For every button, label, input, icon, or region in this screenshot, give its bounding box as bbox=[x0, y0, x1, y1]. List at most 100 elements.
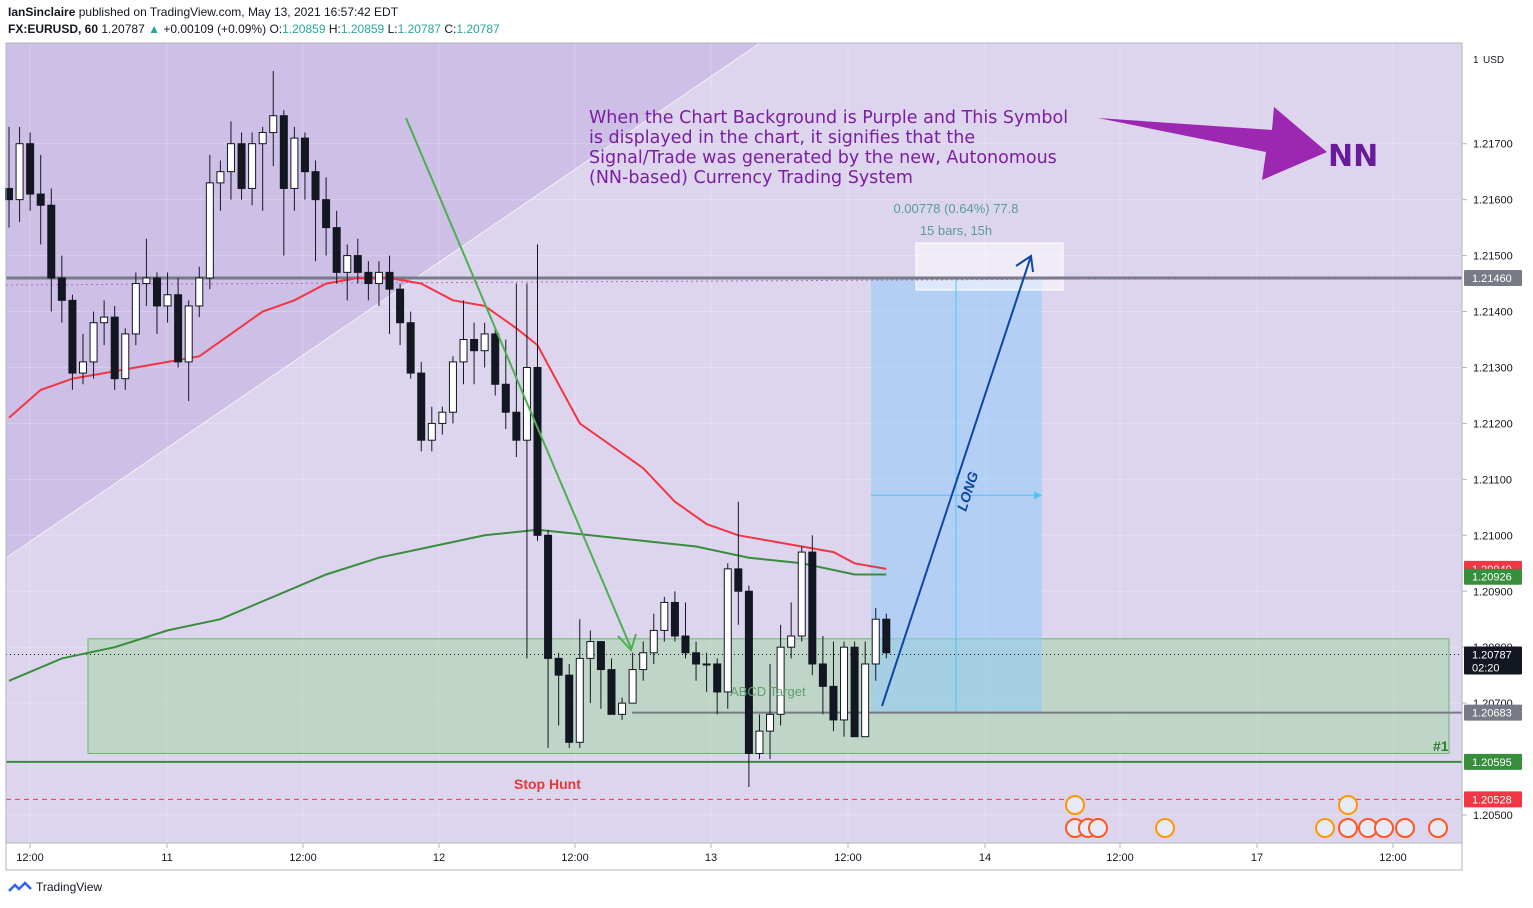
candle[interactable] bbox=[121, 328, 130, 390]
sma-green-line[interactable] bbox=[8, 528, 887, 682]
candle[interactable] bbox=[78, 333, 87, 385]
candle[interactable] bbox=[258, 126, 267, 211]
candle[interactable] bbox=[723, 563, 732, 709]
sma-red-line[interactable] bbox=[8, 277, 887, 570]
candle[interactable] bbox=[639, 641, 648, 681]
candle[interactable] bbox=[184, 300, 193, 402]
candle[interactable] bbox=[174, 277, 183, 368]
candle[interactable] bbox=[332, 210, 341, 284]
candle[interactable] bbox=[871, 608, 880, 681]
us-event-icon[interactable] bbox=[1374, 818, 1394, 838]
candle[interactable] bbox=[311, 160, 320, 262]
candle[interactable] bbox=[279, 110, 288, 256]
candle[interactable] bbox=[205, 154, 214, 290]
candle[interactable] bbox=[68, 294, 77, 390]
us-event-icon[interactable] bbox=[1088, 818, 1108, 838]
candle[interactable] bbox=[89, 311, 98, 379]
candle[interactable] bbox=[744, 585, 753, 788]
candle[interactable] bbox=[692, 641, 701, 681]
candle[interactable] bbox=[702, 652, 711, 692]
economic-events[interactable] bbox=[1065, 795, 1448, 838]
price-axis[interactable] bbox=[1462, 43, 1524, 870]
currency-label[interactable]: USD bbox=[1483, 55, 1504, 66]
candle[interactable] bbox=[787, 602, 796, 659]
candle[interactable] bbox=[364, 261, 373, 301]
candle[interactable] bbox=[554, 652, 563, 726]
candle[interactable] bbox=[491, 328, 500, 396]
candle[interactable] bbox=[681, 602, 690, 659]
candle[interactable] bbox=[882, 613, 891, 659]
candle[interactable] bbox=[512, 283, 521, 457]
candle[interactable] bbox=[766, 663, 775, 760]
candle[interactable] bbox=[300, 132, 309, 200]
candle[interactable] bbox=[480, 322, 489, 368]
green-down-trend-arrow[interactable] bbox=[405, 117, 632, 649]
candle[interactable] bbox=[776, 624, 785, 726]
us-event-icon[interactable] bbox=[1428, 818, 1448, 838]
author-name[interactable]: IanSinclaire bbox=[8, 5, 76, 19]
candle[interactable] bbox=[544, 529, 553, 748]
candle[interactable] bbox=[565, 663, 574, 748]
candle[interactable] bbox=[343, 244, 352, 301]
candle[interactable] bbox=[385, 255, 394, 334]
candle[interactable] bbox=[57, 255, 66, 323]
candle[interactable] bbox=[607, 658, 616, 715]
candle[interactable] bbox=[649, 613, 658, 664]
candle[interactable] bbox=[459, 300, 468, 385]
candle[interactable] bbox=[110, 305, 119, 390]
candle[interactable] bbox=[417, 361, 426, 452]
eu-event-icon[interactable] bbox=[1065, 795, 1085, 815]
candle[interactable] bbox=[840, 641, 849, 737]
candle[interactable] bbox=[36, 154, 45, 245]
demand-zone[interactable] bbox=[87, 638, 1450, 754]
candle[interactable] bbox=[226, 121, 235, 200]
candle[interactable] bbox=[628, 652, 637, 704]
candle[interactable] bbox=[713, 658, 722, 715]
candle[interactable] bbox=[586, 630, 595, 704]
candle[interactable] bbox=[755, 714, 764, 760]
candle[interactable] bbox=[322, 177, 331, 256]
footer-brand[interactable]: TradingView bbox=[8, 880, 102, 894]
candle[interactable] bbox=[575, 619, 584, 748]
candle[interactable] bbox=[237, 132, 246, 200]
us-event-icon[interactable] bbox=[1395, 818, 1415, 838]
candle[interactable] bbox=[448, 356, 457, 424]
candle[interactable] bbox=[734, 501, 743, 625]
candle[interactable] bbox=[15, 126, 24, 223]
eu-event-icon[interactable] bbox=[1315, 818, 1335, 838]
candle[interactable] bbox=[26, 132, 35, 211]
candle[interactable] bbox=[861, 641, 870, 738]
candle[interactable] bbox=[660, 596, 669, 642]
eu-event-icon[interactable] bbox=[1155, 818, 1175, 838]
candle[interactable] bbox=[100, 300, 109, 346]
candle[interactable] bbox=[406, 311, 415, 379]
candle[interactable] bbox=[470, 322, 479, 385]
candle[interactable] bbox=[47, 188, 56, 312]
symbol-name[interactable]: FX:EURUSD, 60 bbox=[8, 22, 99, 36]
time-axis[interactable] bbox=[6, 843, 1462, 870]
long-arrow[interactable] bbox=[881, 255, 1032, 707]
candle[interactable] bbox=[438, 406, 447, 435]
candle[interactable] bbox=[670, 591, 679, 642]
candle[interactable] bbox=[269, 70, 278, 167]
candle[interactable] bbox=[396, 283, 405, 346]
candle[interactable] bbox=[195, 266, 204, 318]
candle[interactable] bbox=[618, 697, 627, 720]
candle[interactable] bbox=[374, 261, 383, 306]
candle[interactable] bbox=[216, 160, 225, 211]
eu-event-icon[interactable] bbox=[1338, 795, 1358, 815]
candle[interactable] bbox=[248, 132, 257, 206]
candle[interactable] bbox=[353, 238, 362, 284]
candle[interactable] bbox=[533, 244, 542, 541]
candle[interactable] bbox=[152, 272, 161, 334]
candle[interactable] bbox=[131, 272, 140, 346]
candle[interactable] bbox=[850, 641, 859, 738]
us-event-icon[interactable] bbox=[1338, 818, 1358, 838]
candle[interactable] bbox=[829, 641, 838, 732]
candle[interactable] bbox=[290, 126, 299, 211]
candle[interactable] bbox=[818, 636, 827, 715]
candle[interactable] bbox=[596, 641, 605, 709]
candle[interactable] bbox=[808, 535, 817, 676]
candle[interactable] bbox=[427, 406, 436, 452]
